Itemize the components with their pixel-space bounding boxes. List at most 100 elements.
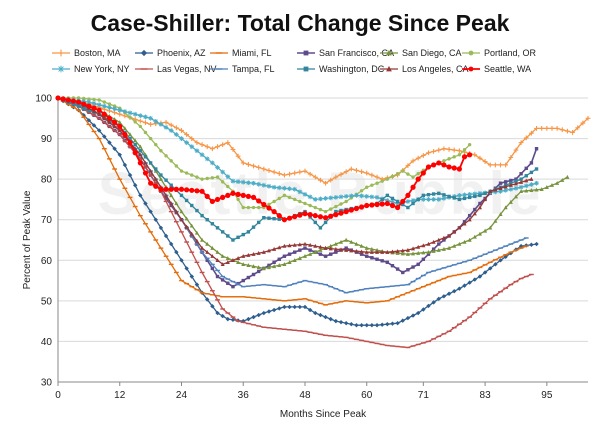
- data-point: [374, 249, 380, 254]
- data-point: [128, 136, 132, 141]
- data-point: [344, 199, 348, 204]
- data-point: [323, 196, 328, 201]
- data-point: [328, 177, 334, 183]
- data-point: [261, 310, 267, 316]
- data-point: [508, 155, 514, 160]
- data-point: [107, 120, 112, 125]
- data-point: [318, 207, 323, 212]
- data-point: [230, 147, 236, 152]
- data-point: [282, 304, 287, 310]
- data-point: [333, 318, 339, 324]
- data-point: [323, 314, 328, 320]
- data-point: [473, 207, 477, 212]
- data-point: [307, 171, 313, 177]
- data-point: [164, 193, 169, 198]
- data-point: [190, 203, 194, 208]
- data-point: [534, 241, 539, 247]
- data-point: [406, 172, 410, 176]
- data-point: [241, 262, 246, 267]
- data-point: [519, 177, 523, 181]
- data-point: [297, 256, 302, 260]
- data-point: [246, 162, 251, 167]
- data-point: [148, 209, 153, 214]
- data-point: [117, 123, 123, 129]
- data-point: [220, 180, 225, 184]
- data-point: [514, 177, 518, 181]
- data-point: [87, 108, 91, 112]
- series-seattle-wa: [55, 95, 473, 223]
- data-point: [452, 155, 456, 159]
- data-point: [138, 193, 143, 198]
- legend-item-tampa-fl: Tampa, FL: [210, 64, 275, 74]
- data-point: [122, 109, 128, 114]
- data-point: [204, 156, 210, 162]
- data-point: [431, 197, 437, 202]
- data-point: [411, 201, 415, 206]
- grid: [58, 97, 588, 342]
- x-tick-label: 71: [418, 390, 430, 401]
- data-point: [241, 254, 246, 258]
- data-point: [441, 294, 447, 299]
- data-point: [226, 281, 230, 285]
- data-point: [370, 256, 374, 260]
- data-point: [112, 104, 117, 108]
- data-point: [287, 195, 292, 200]
- data-point: [302, 241, 308, 246]
- axes: 30 40 50 60 70 80 90 100 0 12 24 36 48 60 71 83 95: [35, 94, 588, 401]
- data-point: [436, 237, 441, 242]
- data-point: [158, 121, 164, 127]
- data-point: [272, 246, 277, 251]
- data-point: [240, 192, 246, 198]
- data-point: [467, 152, 473, 158]
- data-point: [292, 304, 297, 310]
- data-point: [359, 169, 364, 175]
- data-point: [277, 217, 281, 221]
- data-point: [313, 205, 317, 210]
- data-point: [225, 192, 231, 198]
- data-point: [431, 149, 437, 154]
- data-point: [267, 202, 271, 207]
- data-point: [215, 274, 220, 279]
- data-point: [426, 303, 431, 309]
- legend-label: Miami, FL: [232, 48, 272, 58]
- data-point: [426, 192, 431, 197]
- legend-label: Boston, MA: [74, 48, 121, 58]
- data-point: [483, 197, 488, 202]
- data-point: [488, 225, 493, 230]
- data-point: [405, 247, 410, 252]
- data-point: [457, 225, 462, 230]
- data-point: [513, 147, 519, 153]
- data-point: [482, 270, 488, 275]
- data-point: [199, 152, 205, 158]
- data-point: [323, 254, 328, 258]
- data-point: [492, 189, 498, 195]
- data-point: [519, 189, 524, 194]
- data-point: [230, 190, 236, 196]
- legend-label: Washington, DC: [319, 64, 385, 74]
- data-point: [462, 192, 467, 198]
- y-tick-label: 50: [41, 296, 53, 307]
- data-point: [251, 180, 256, 186]
- data-point: [462, 221, 467, 226]
- data-point: [194, 238, 199, 243]
- data-point: [487, 162, 493, 168]
- data-point: [406, 205, 410, 210]
- series-las-vegas-nv: [55, 97, 534, 349]
- data-point: [205, 258, 209, 262]
- data-point: [287, 243, 292, 248]
- data-point: [107, 105, 112, 110]
- data-point: [420, 170, 426, 176]
- data-point: [262, 215, 266, 220]
- data-point: [472, 191, 478, 197]
- data-point: [163, 186, 169, 192]
- data-point: [338, 210, 344, 216]
- legend: Boston, MA Phoenix, AZ Miami, FL San Franci…: [52, 48, 537, 74]
- data-point: [518, 184, 524, 190]
- data-point: [410, 184, 416, 190]
- legend-marker: [57, 65, 65, 73]
- data-point: [354, 322, 359, 328]
- data-point: [570, 130, 575, 135]
- data-point: [389, 202, 396, 209]
- data-point: [380, 259, 384, 263]
- data-point: [333, 174, 339, 180]
